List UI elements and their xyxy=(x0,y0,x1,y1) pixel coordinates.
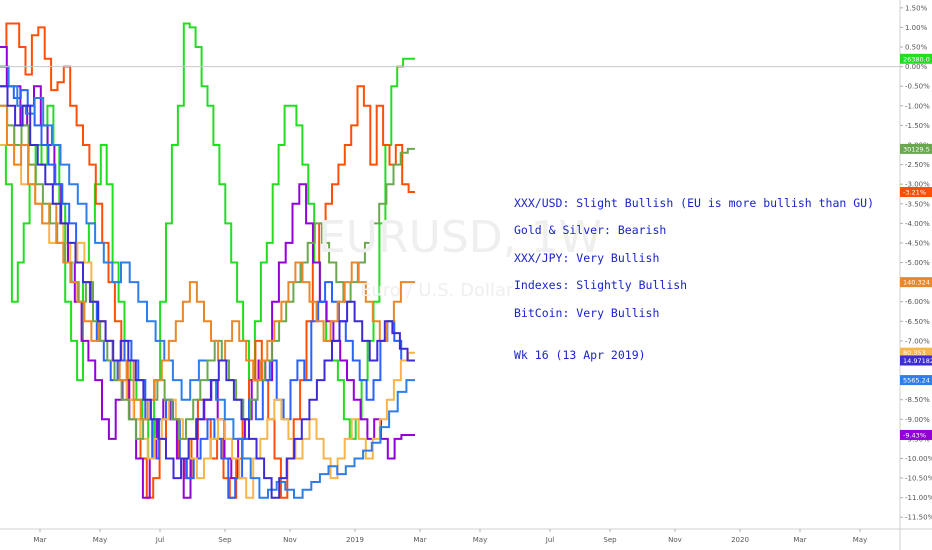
x-tick-label: Nov xyxy=(283,536,297,544)
note-bitcoin: BitCoin: Very Bullish xyxy=(514,306,660,320)
series-line-0 xyxy=(0,22,415,460)
series-line-4 xyxy=(0,124,415,499)
y-tick-label: -11.50% xyxy=(905,514,932,522)
x-tick-label: Mar xyxy=(33,536,46,544)
last-value-tag-4 xyxy=(900,347,932,358)
x-tick-label: Mar xyxy=(793,536,806,544)
x-tick-label: Jul xyxy=(545,536,555,544)
y-tick-label: 0.00% xyxy=(905,63,928,71)
time-axis[interactable]: Mar May Jul Sep Nov 2019 Mar May Jul Sep Nov 2020 Ma… xyxy=(33,529,867,544)
last-value-tag-label-7: 140.324 xyxy=(903,279,930,287)
x-tick-label: Mar xyxy=(413,536,426,544)
series-line-6 xyxy=(0,104,415,440)
last-value-tag-label-1: -3.21% xyxy=(903,189,926,197)
y-tick-label: -3.50% xyxy=(905,200,930,208)
price-axis[interactable]: 1.50% 1.00% 0.50% 0.00% -0.50% -1.00% -1.50% -2… xyxy=(900,4,932,522)
y-tick-label: 0.50% xyxy=(905,44,928,52)
series-line-3 xyxy=(0,85,415,499)
y-tick-label: -11.00% xyxy=(905,494,932,502)
last-value-tag-5 xyxy=(900,375,932,386)
note-gold-silver: Gold & Silver: Bearish xyxy=(514,223,667,237)
last-value-tag-0 xyxy=(900,53,932,64)
y-tick-label: -4.00% xyxy=(905,220,930,228)
y-tick-label: -5.00% xyxy=(905,259,930,267)
last-value-tag-8 xyxy=(900,355,932,366)
x-tick-label: 2020 xyxy=(731,536,749,544)
y-tick-label: 1.00% xyxy=(905,24,928,32)
x-tick-label: Jul xyxy=(155,536,165,544)
note-week: Wk 16 (13 Apr 2019) xyxy=(514,348,646,362)
x-tick-label: Sep xyxy=(603,536,617,544)
last-value-tag-label-2: -9.43% xyxy=(903,431,926,439)
series-line-8 xyxy=(0,85,415,499)
note-xxx-usd: XXX/USD: Slight Bullish (EU is more bull… xyxy=(514,196,875,210)
last-value-tag-2 xyxy=(900,429,932,440)
y-tick-label: -3.00% xyxy=(905,181,930,189)
watermark-symbol: EURUSD, 1W xyxy=(318,212,603,263)
y-tick-label: -6.00% xyxy=(905,298,930,306)
x-tick-label: Sep xyxy=(218,536,232,544)
y-tick-label: -2.50% xyxy=(905,161,930,169)
last-value-tag-label-5: 5565.24 xyxy=(903,377,930,385)
y-tick-label: -9.00% xyxy=(905,416,930,424)
last-value-tag-label-8: 14.97182 xyxy=(903,357,932,365)
last-value-tag-label-4: 80.353 xyxy=(903,349,926,357)
y-tick-label: -4.50% xyxy=(905,239,930,247)
last-value-tag-label-6: 30129.5 xyxy=(903,145,930,153)
last-value-tag-1 xyxy=(900,187,932,198)
series-line-7 xyxy=(0,104,415,421)
y-tick-label: -6.50% xyxy=(905,318,930,326)
last-value-tag-label-0: 26380.0 xyxy=(903,55,930,63)
y-tick-label: -1.00% xyxy=(905,102,930,110)
y-tick-label: -10.00% xyxy=(905,455,932,463)
y-tick-label: 1.50% xyxy=(905,4,928,12)
y-tick-label: -7.00% xyxy=(905,337,930,345)
watermark-description: Euro / U.S. Dollar xyxy=(360,280,514,301)
series-layer xyxy=(0,22,415,499)
last-value-tags: 26380.0-3.21%-9.43%1.3068280.3535565.243… xyxy=(900,53,932,440)
note-xxx-jpy: XXX/JPY: Very Bullish xyxy=(514,251,660,265)
x-tick-label: May xyxy=(853,536,867,544)
y-tick-label: -1.50% xyxy=(905,122,930,130)
last-value-tag-7 xyxy=(900,277,932,288)
y-tick-label: -0.50% xyxy=(905,83,930,91)
note-indexes: Indexes: Slightly Bullish xyxy=(514,278,688,292)
x-tick-label: Nov xyxy=(668,536,682,544)
y-tick-label: -8.50% xyxy=(905,396,930,404)
last-value-tag-6 xyxy=(900,143,932,154)
x-tick-label: 2019 xyxy=(346,536,364,544)
x-tick-label: May xyxy=(473,536,487,544)
x-tick-label: May xyxy=(93,536,107,544)
y-tick-label: -10.50% xyxy=(905,475,932,483)
